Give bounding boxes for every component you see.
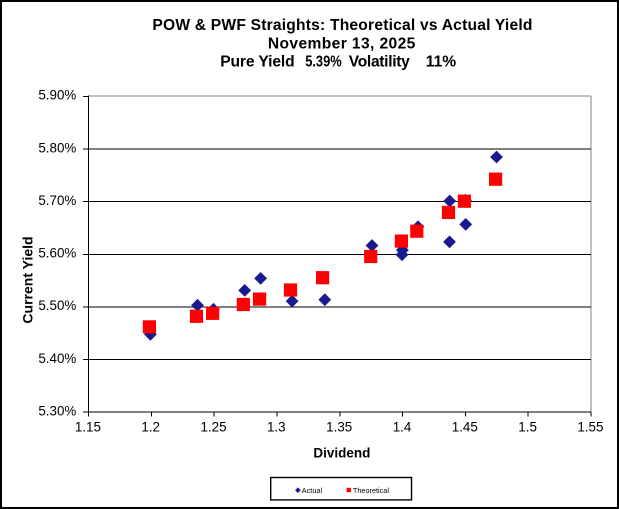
svg-text:Current Yield: Current Yield: [20, 236, 36, 323]
svg-text:1.3: 1.3: [267, 419, 286, 434]
svg-text:1.25: 1.25: [200, 419, 226, 434]
svg-text:November 13, 2025: November 13, 2025: [268, 35, 416, 52]
svg-text:Dividend: Dividend: [313, 445, 370, 460]
svg-text:1.5: 1.5: [518, 419, 537, 434]
svg-text:5.40%: 5.40%: [38, 351, 76, 366]
svg-text:1.45: 1.45: [452, 419, 478, 434]
svg-text:11%: 11%: [426, 54, 456, 71]
svg-text:1.15: 1.15: [75, 419, 101, 434]
svg-text:1.4: 1.4: [393, 419, 412, 434]
svg-text:5.50%: 5.50%: [38, 298, 76, 313]
svg-text:1.35: 1.35: [326, 419, 352, 434]
svg-text:5.39%: 5.39%: [305, 54, 342, 71]
svg-text:Theoretical: Theoretical: [353, 486, 389, 495]
svg-text:Actual: Actual: [302, 486, 323, 495]
svg-text:Pure Yield: Pure Yield: [220, 54, 295, 71]
svg-text:5.30%: 5.30%: [38, 403, 76, 418]
svg-text:Volatility: Volatility: [349, 54, 410, 71]
svg-text:POW & PWF Straights: Theoretic: POW & PWF Straights: Theoretical vs Actu…: [152, 17, 532, 34]
svg-text:1.2: 1.2: [141, 419, 160, 434]
svg-text:5.90%: 5.90%: [38, 88, 76, 103]
svg-text:1.55: 1.55: [577, 419, 603, 434]
svg-text:5.60%: 5.60%: [38, 246, 76, 261]
svg-text:5.70%: 5.70%: [38, 193, 76, 208]
svg-text:5.80%: 5.80%: [38, 140, 76, 155]
